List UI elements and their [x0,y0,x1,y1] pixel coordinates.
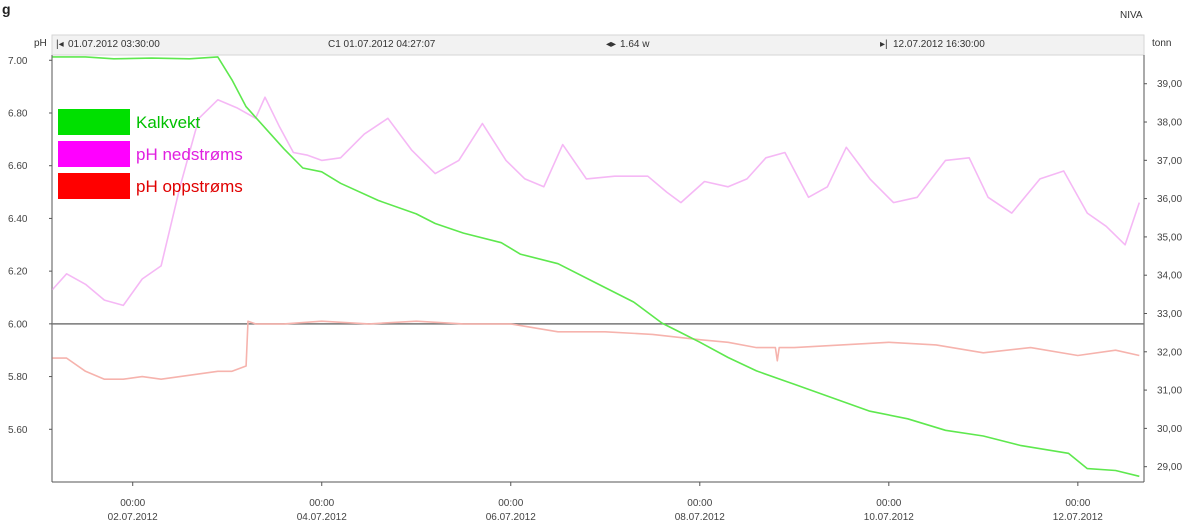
x-tick-label-time: 00:00 [876,498,901,509]
y-tick-label: 6.00 [8,319,28,330]
y2-tick-label: 32,00 [1157,347,1182,358]
y2-tick-label: 35,00 [1157,232,1182,243]
y-axis-ticks: 7.00 6.80 6.60 6.40 6.20 6.00 5.80 5.60 [8,56,52,436]
y2-tick-label: 30,00 [1157,424,1182,435]
start-time-control[interactable]: |◂ 01.07.2012 03:30:00 [56,39,160,50]
x-tick-label-time: 00:00 [498,498,523,509]
span-label[interactable]: 1.64 w [620,39,650,50]
cursor-time-control[interactable]: C1 01.07.2012 04:27:07 [328,39,436,50]
y2-tick-label: 36,00 [1157,194,1182,205]
y2-axis-ticks: 39,00 38,00 37,00 36,00 35,00 34,00 33,00 32,00… [1144,79,1182,473]
series-line-ph-oppstroms [52,320,1140,381]
plot-frame [51,55,1145,483]
series-group [51,56,1141,478]
start-time-arrows[interactable]: |◂ [56,39,64,50]
legend: Kalkvekt pH nedstrøms pH oppstrøms [58,109,243,199]
x-tick-label-date: 02.07.2012 [108,512,158,523]
end-time-arrows[interactable]: ▸| [880,39,888,50]
left-axis-unit: pH [34,38,47,49]
y-tick-label: 6.80 [8,108,28,119]
end-time-label[interactable]: 12.07.2012 16:30:00 [893,39,985,50]
x-tick-label-time: 00:00 [687,498,712,509]
end-time-control[interactable]: ▸| 12.07.2012 16:30:00 [880,39,985,50]
x-tick-label-date: 08.07.2012 [675,512,725,523]
y2-tick-label: 34,00 [1157,271,1182,282]
y2-tick-label: 31,00 [1157,386,1182,397]
start-time-label[interactable]: 01.07.2012 03:30:00 [68,39,160,50]
y2-tick-label: 38,00 [1157,118,1182,129]
y2-tick-label: 37,00 [1157,156,1182,167]
legend-swatch-ph-oppstroms [58,173,130,199]
y-tick-label: 6.60 [8,161,28,172]
cursor-time-label[interactable]: C1 01.07.2012 04:27:07 [328,39,436,50]
series-line-kalkvekt [52,56,1140,478]
x-axis-ticks: 00:00 02.07.2012 00:00 04.07.2012 00:00 06.07… [108,482,1103,523]
x-tick-label-date: 10.07.2012 [864,512,914,523]
span-arrows[interactable]: ◂▸ [606,39,616,50]
x-tick-label-date: 12.07.2012 [1053,512,1103,523]
x-tick-label-time: 00:00 [309,498,334,509]
span-control[interactable]: ◂▸ 1.64 w [606,39,650,50]
x-tick-label-date: 06.07.2012 [486,512,536,523]
x-tick-label-time: 00:00 [120,498,145,509]
brand-label: NIVA [1120,10,1143,21]
x-tick-label-time: 00:00 [1065,498,1090,509]
series-line-ph-nedstroms [51,96,1141,307]
y-tick-label: 5.60 [8,425,28,436]
corner-letter: g [2,1,11,17]
y-tick-label: 7.00 [8,56,28,67]
legend-label-ph-nedstroms: pH nedstrøms [136,145,243,164]
y-tick-label: 5.80 [8,372,28,383]
legend-swatch-ph-nedstroms [58,141,130,167]
legend-label-kalkvekt: Kalkvekt [136,113,201,132]
y-tick-label: 6.40 [8,214,28,225]
y2-tick-label: 39,00 [1157,79,1182,90]
legend-swatch-kalkvekt [58,109,130,135]
y2-tick-label: 29,00 [1157,462,1182,473]
right-axis-unit: tonn [1152,38,1171,49]
y-tick-label: 6.20 [8,267,28,278]
time-header-bar [51,34,1145,56]
legend-label-ph-oppstroms: pH oppstrøms [136,177,243,196]
y2-tick-label: 33,00 [1157,309,1182,320]
x-tick-label-date: 04.07.2012 [297,512,347,523]
